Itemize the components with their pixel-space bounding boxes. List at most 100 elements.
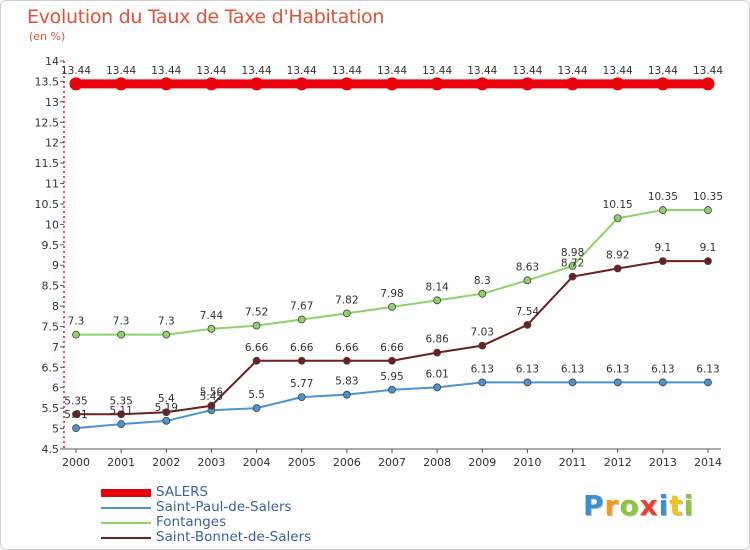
data-label: 8.3 (474, 275, 491, 287)
data-label: 7.98 (380, 288, 403, 300)
data-label: 6.13 (561, 363, 584, 375)
data-label: 5.77 (290, 378, 313, 390)
logo-letter: t (669, 489, 684, 522)
data-label: 7.3 (158, 316, 175, 328)
series-point (704, 378, 712, 387)
y-tick-label: 12 (45, 137, 59, 150)
data-label: 5.5 (248, 389, 265, 401)
series-point (433, 348, 442, 357)
data-label: 6.86 (425, 334, 449, 346)
series-point (568, 262, 577, 270)
series-point (658, 378, 667, 387)
data-label: 13.44 (693, 65, 723, 77)
series-point (388, 356, 396, 365)
logo-letter: P (583, 489, 605, 522)
chart-series-layer (69, 77, 715, 433)
data-label: 13.44 (422, 65, 452, 77)
logo-letter: r (604, 489, 620, 522)
data-label: 10.35 (648, 191, 678, 203)
series-point (385, 77, 399, 91)
series-point (295, 77, 309, 91)
series-point (162, 330, 171, 339)
x-tick-label: 2001 (107, 456, 135, 469)
y-tick-label: 11 (45, 178, 59, 191)
series-point (475, 77, 489, 91)
series-point (252, 404, 261, 413)
data-label: 6.66 (290, 342, 314, 354)
y-tick-label: 14 (45, 55, 59, 68)
series-point (478, 289, 487, 298)
legend-label: Saint-Bonnet-de-Salers (156, 529, 312, 545)
series-point (611, 77, 625, 91)
legend-label: Fontanges (156, 514, 227, 530)
series-point (478, 378, 487, 387)
series-point (117, 410, 126, 419)
y-tick-label: 12.5 (35, 116, 60, 129)
series-point (523, 378, 532, 387)
series-point (656, 77, 670, 91)
data-label: 5.35 (109, 395, 132, 407)
data-label: 8.92 (606, 249, 629, 261)
series-point (433, 296, 442, 305)
x-tick-label: 2004 (243, 456, 271, 469)
series-point (207, 325, 216, 333)
y-tick-label: 10 (45, 218, 59, 231)
data-label: 6.01 (425, 368, 448, 380)
series-point (523, 320, 532, 329)
data-label: 13.44 (287, 65, 317, 77)
logo-letter: i (683, 489, 695, 522)
series-point (658, 206, 667, 214)
data-label: 7.3 (68, 316, 85, 328)
series-point (613, 378, 622, 387)
x-tick-label: 2012 (604, 456, 632, 469)
series-point (159, 77, 173, 91)
series-point (388, 385, 396, 394)
y-tick-label: 11.5 (35, 157, 60, 170)
series-point (342, 356, 351, 365)
legend-swatch (101, 507, 151, 509)
y-tick-label: 9 (52, 259, 59, 272)
data-label: 5.83 (335, 376, 358, 388)
series-point (704, 257, 712, 266)
series-point (523, 276, 532, 285)
series-point (297, 315, 306, 324)
logo-letter: x (639, 489, 659, 522)
data-label: 13.44 (377, 65, 407, 77)
x-tick-label: 2003 (197, 456, 225, 469)
logo-letter: i (658, 489, 670, 522)
data-label: 5.01 (64, 409, 87, 421)
data-label: 13.44 (512, 65, 542, 77)
legend-swatch (101, 489, 151, 497)
series-point (613, 214, 622, 223)
y-tick-label: 7 (52, 341, 59, 354)
series-point (342, 390, 351, 399)
x-tick-label: 2013 (649, 456, 677, 469)
series-point (207, 401, 216, 410)
series-point (701, 77, 715, 91)
legend-label: Saint-Paul-de-Salers (156, 499, 292, 515)
data-label: 7.82 (335, 294, 358, 306)
chart-axes: 4.555.566.577.588.599.51010.51111.51212.… (35, 55, 723, 469)
series-point (204, 77, 218, 91)
data-label: 5.11 (109, 405, 132, 417)
data-label: 10.35 (693, 191, 723, 203)
series-point (340, 77, 354, 91)
series-point (72, 424, 80, 433)
series-point (162, 408, 171, 417)
x-tick-label: 2005 (288, 456, 316, 469)
data-label: 5.95 (380, 371, 403, 383)
y-tick-label: 13.5 (35, 75, 60, 88)
series-point (613, 264, 622, 273)
data-label: 7.3 (113, 316, 130, 328)
x-tick-label: 2000 (62, 456, 90, 469)
series-point (69, 77, 83, 91)
y-tick-label: 5 (52, 423, 59, 436)
series-point (72, 410, 80, 419)
proxiti-logo: Proxiti (583, 489, 694, 522)
data-label: 7.67 (290, 301, 313, 313)
series-point (72, 330, 80, 339)
series-point (117, 420, 126, 428)
data-label: 5.4 (158, 393, 175, 405)
series-point (117, 330, 126, 339)
